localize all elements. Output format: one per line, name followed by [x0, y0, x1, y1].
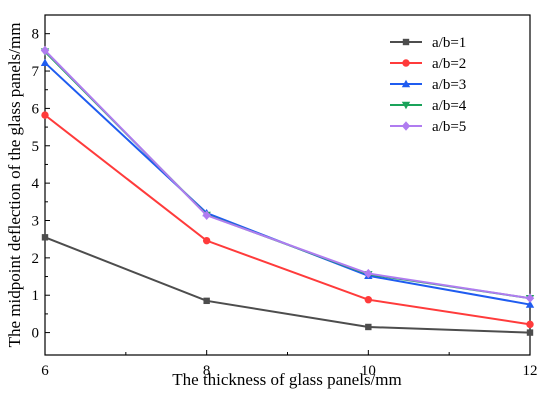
- data-point: [525, 293, 535, 303]
- x-tick-label: 6: [41, 363, 49, 379]
- legend-label: a/b=2: [432, 56, 466, 72]
- series-2: [41, 111, 534, 329]
- x-tick-label: 8: [203, 363, 211, 379]
- y-tick-label: 6: [32, 101, 40, 117]
- series-group: [40, 45, 535, 336]
- data-point: [364, 268, 373, 279]
- y-tick-label: 7: [32, 64, 40, 80]
- data-point: [401, 121, 411, 131]
- legend-label: a/b=4: [432, 98, 467, 114]
- data-point: [41, 111, 49, 119]
- y-tick-label: 0: [32, 326, 40, 342]
- legend-entry: a/b=5: [390, 119, 466, 135]
- legend-entry: a/b=4: [390, 98, 467, 114]
- data-point: [364, 296, 373, 304]
- y-axis-ticks: 0 1 2 3 4 5 6 7 8: [32, 27, 50, 342]
- data-point: [525, 300, 535, 308]
- data-point: [203, 297, 210, 305]
- legend-label: a/b=1: [432, 35, 466, 51]
- data-point: [401, 101, 411, 110]
- legend-label: a/b=3: [432, 77, 466, 93]
- legend-label: a/b=5: [432, 119, 466, 135]
- series-line: [44, 236, 531, 334]
- data-point: [202, 236, 211, 245]
- x-axis-title: The thickness of glass panels/mm: [172, 370, 401, 389]
- y-tick-label: 1: [32, 288, 40, 304]
- y-tick-label: 4: [32, 176, 40, 192]
- data-point: [40, 58, 50, 67]
- x-tick-label: 10: [361, 363, 376, 379]
- y-tick-label: 5: [32, 139, 40, 155]
- legend: a/b=1 a/b=2 a/b=3 a/b=4 a/b=5: [390, 35, 467, 135]
- data-point: [526, 329, 534, 336]
- data-point: [365, 323, 372, 331]
- x-tick-label: 12: [523, 363, 538, 379]
- data-point: [401, 79, 411, 88]
- series-1: [41, 234, 534, 336]
- series-line: [44, 49, 531, 300]
- legend-entry: a/b=3: [390, 77, 466, 93]
- series-5: [40, 45, 535, 303]
- series-line: [44, 114, 531, 326]
- legend-entry: a/b=1: [390, 35, 466, 51]
- data-point: [41, 234, 49, 241]
- legend-entry: a/b=2: [390, 56, 466, 72]
- y-axis-title: The midpoint deflection of the glass pan…: [5, 23, 24, 348]
- y-tick-label: 2: [32, 251, 40, 267]
- data-point: [202, 210, 211, 220]
- x-axis-ticks: 6 8 10 12: [41, 350, 538, 379]
- y-tick-label: 8: [32, 27, 40, 43]
- data-point: [526, 320, 534, 329]
- data-point: [402, 38, 410, 46]
- y-tick-label: 3: [32, 213, 40, 229]
- data-point: [402, 59, 410, 67]
- data-point: [40, 45, 50, 56]
